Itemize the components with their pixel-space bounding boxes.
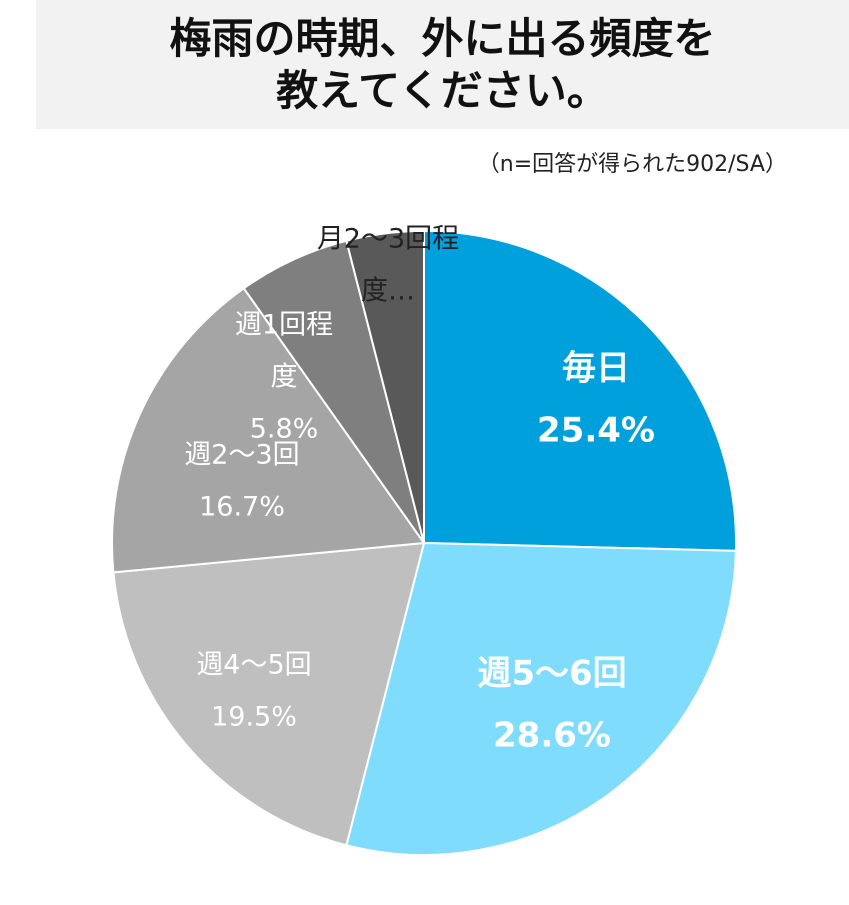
pie-slice-6 [345, 229, 425, 544]
chart-title-box: 梅雨の時期、外に出る頻度を 教えてください。 [36, 0, 849, 129]
chart-title-line-2: 教えてください。 [276, 65, 609, 115]
slice-6-label-line-2: 度… [361, 276, 415, 307]
chart-title-line-1: 梅雨の時期、外に出る頻度を [169, 13, 716, 63]
slice-1-label-line-2: 25.4% [537, 411, 655, 451]
slice-4-label-line-2: 16.7% [199, 492, 285, 523]
slice-3-label-line-1: 週4～5回 [196, 650, 311, 681]
slice-5-label-line-2: 度 [271, 362, 298, 393]
pie-slice-3 [112, 541, 426, 847]
pie-slice-2 [345, 541, 737, 856]
slice-4-label-line-1: 週2～3回 [184, 440, 299, 471]
chart-subtitle: （n=回答が得られた902/SA） [477, 152, 787, 177]
slice-6-label-line-1: 月2～3回程 [317, 224, 459, 255]
slice-3-label-line-2: 19.5% [211, 702, 297, 733]
pie-slice-1 [423, 229, 737, 552]
pie-slice-4 [110, 286, 426, 574]
slice-2-label-line-2: 28.6% [493, 716, 611, 756]
slice-5-label-line-1: 週1回程 [235, 310, 333, 341]
slice-2-label-line-1: 週5～6回 [477, 654, 626, 694]
slice-1-label-line-1: 毎日 [562, 349, 630, 389]
slice-5-label-line-3: 5.8% [250, 414, 319, 445]
